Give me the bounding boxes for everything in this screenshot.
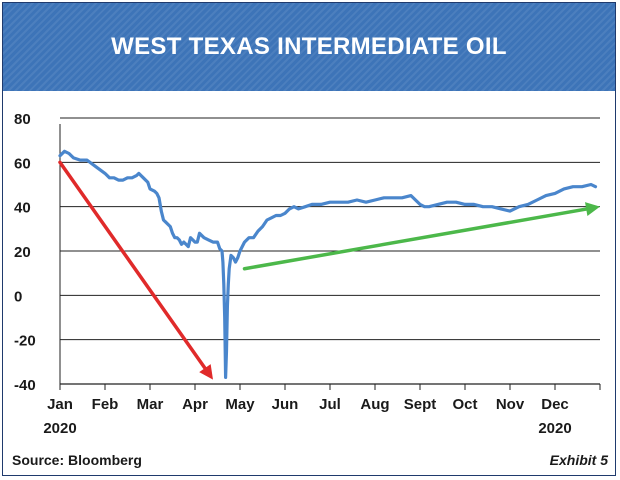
- x-tick-year-11: 2020: [538, 420, 571, 437]
- x-tick-label-5: Jun: [272, 396, 299, 413]
- x-tick-label-0: Jan: [47, 396, 73, 413]
- arrow-head-green: [585, 202, 600, 216]
- y-tick-label-0: 80: [14, 111, 31, 128]
- x-tick-label-10: Nov: [496, 396, 525, 413]
- exhibit-label: Exhibit 5: [549, 452, 608, 468]
- x-tick-label-11: Dec: [541, 396, 569, 413]
- x-tick-label-6: Jul: [319, 396, 341, 413]
- y-tick-label-4: 0: [14, 288, 22, 305]
- y-tick-labels: 80 60 40 20 0 -20 -40: [14, 111, 36, 394]
- x-tick-year-0: 2020: [43, 420, 76, 437]
- chart-title: WEST TEXAS INTERMEDIATE OIL: [111, 33, 507, 60]
- x-tick-labels: Jan 2020 Feb Mar Apr May Jun Jul Aug Sept Oct Nov De…: [43, 396, 571, 437]
- y-tick-label-5: -20: [14, 333, 36, 350]
- axes: [59, 124, 601, 390]
- y-tick-label-6: -40: [14, 377, 36, 394]
- title-banner: WEST TEXAS INTERMEDIATE OIL: [3, 3, 615, 91]
- x-tick-label-1: Feb: [92, 396, 119, 413]
- x-tick-label-7: Aug: [360, 396, 389, 413]
- y-tick-label-2: 40: [14, 200, 31, 217]
- x-tick-label-4: May: [225, 396, 255, 413]
- x-tick-label-3: Apr: [182, 396, 208, 413]
- gridlines: [60, 117, 600, 341]
- x-tick-label-9: Oct: [452, 396, 477, 413]
- source-note: Source: Bloomberg: [12, 452, 142, 468]
- arrow-head-red: [199, 364, 213, 380]
- chart-frame: WEST TEXAS INTERMEDIATE OIL: [2, 2, 616, 476]
- arrow-shaft-red: [58, 160, 207, 370]
- series-line-0: [58, 149, 598, 379]
- y-tick-label-3: 20: [14, 244, 31, 261]
- annotations: [58, 160, 600, 380]
- x-tick-label-8: Sept: [404, 396, 437, 413]
- x-tick-label-2: Mar: [137, 396, 164, 413]
- y-tick-label-1: 60: [14, 155, 31, 172]
- arrow-shaft-green: [242, 207, 588, 271]
- series: [58, 149, 598, 379]
